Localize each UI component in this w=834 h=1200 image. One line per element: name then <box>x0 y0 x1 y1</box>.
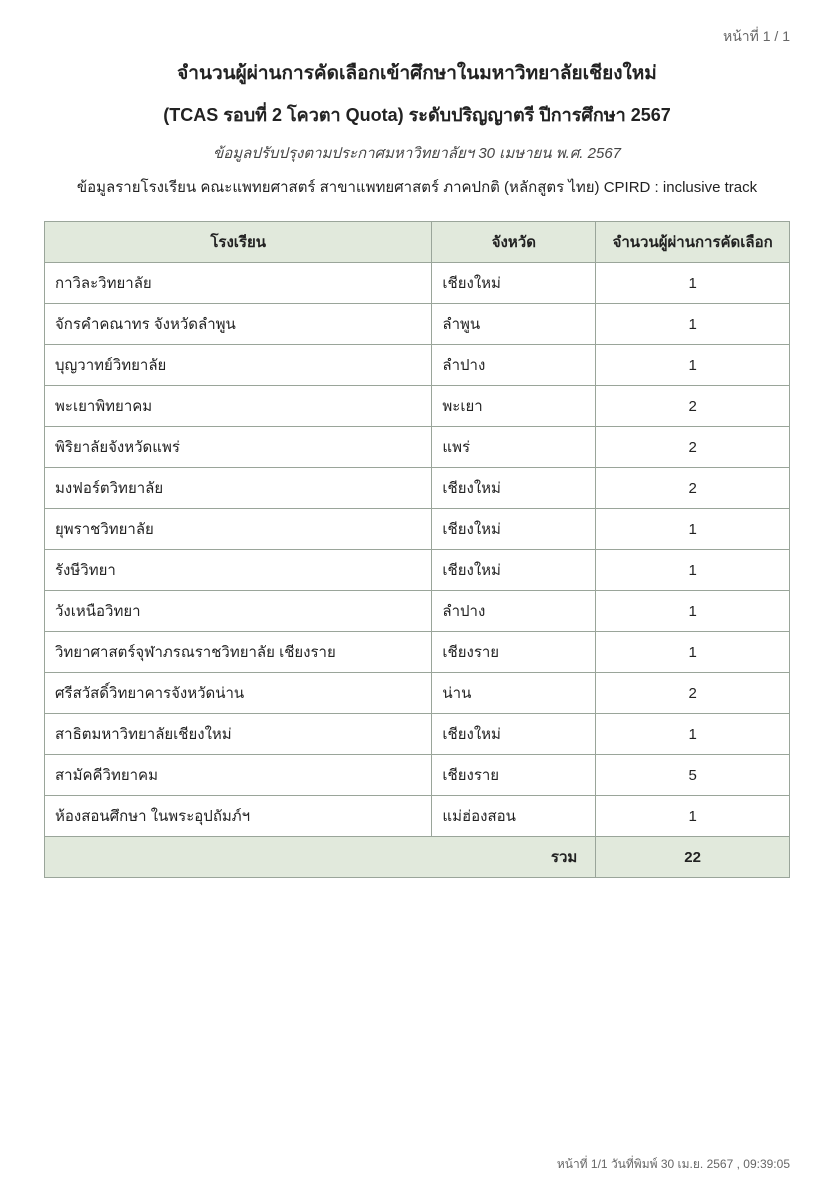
table-row: บุญวาทย์วิทยาลัยลำปาง1 <box>45 345 790 386</box>
cell-count: 1 <box>596 591 790 632</box>
table-header-row: โรงเรียน จังหวัด จำนวนผู้ผ่านการคัดเลือก <box>45 222 790 263</box>
table-row: พะเยาพิทยาคมพะเยา2 <box>45 386 790 427</box>
cell-province: เชียงใหม่ <box>432 550 596 591</box>
total-value: 22 <box>596 837 790 878</box>
cell-province: เชียงใหม่ <box>432 263 596 304</box>
cell-province: แพร่ <box>432 427 596 468</box>
data-table: โรงเรียน จังหวัด จำนวนผู้ผ่านการคัดเลือก… <box>44 221 790 878</box>
cell-count: 1 <box>596 796 790 837</box>
table-row: มงฟอร์ตวิทยาลัยเชียงใหม่2 <box>45 468 790 509</box>
table-row: วิทยาศาสตร์จุฬาภรณราชวิทยาลัย เชียงรายเช… <box>45 632 790 673</box>
cell-province: เชียงใหม่ <box>432 509 596 550</box>
page: หน้าที่ 1 / 1 จำนวนผู้ผ่านการคัดเลือกเข้… <box>0 0 834 1200</box>
table-row: วังเหนือวิทยาลำปาง1 <box>45 591 790 632</box>
cell-province: ลำปาง <box>432 591 596 632</box>
col-header-province: จังหวัด <box>432 222 596 263</box>
cell-count: 2 <box>596 386 790 427</box>
cell-count: 1 <box>596 345 790 386</box>
cell-school: ห้องสอนศึกษา ในพระอุปถัมภ์ฯ <box>45 796 432 837</box>
cell-school: วิทยาศาสตร์จุฬาภรณราชวิทยาลัย เชียงราย <box>45 632 432 673</box>
cell-count: 1 <box>596 263 790 304</box>
table-row: จักรคำคณาทร จังหวัดลำพูนลำพูน1 <box>45 304 790 345</box>
cell-count: 5 <box>596 755 790 796</box>
footer-print-info: หน้าที่ 1/1 วันที่พิมพ์ 30 เม.ย. 2567 , … <box>557 1155 790 1174</box>
title-line-2: (TCAS รอบที่ 2 โควตา Quota) ระดับปริญญาต… <box>44 100 790 129</box>
cell-school: พิริยาลัยจังหวัดแพร่ <box>45 427 432 468</box>
cell-province: ลำปาง <box>432 345 596 386</box>
cell-province: แม่ฮ่องสอน <box>432 796 596 837</box>
cell-count: 1 <box>596 550 790 591</box>
table-total-row: รวม 22 <box>45 837 790 878</box>
cell-count: 1 <box>596 714 790 755</box>
cell-count: 2 <box>596 427 790 468</box>
cell-count: 2 <box>596 468 790 509</box>
cell-school: ยุพราชวิทยาลัย <box>45 509 432 550</box>
description: ข้อมูลรายโรงเรียน คณะแพทยศาสตร์ สาขาแพทย… <box>44 175 790 199</box>
cell-province: เชียงราย <box>432 632 596 673</box>
subtitle: ข้อมูลปรับปรุงตามประกาศมหาวิทยาลัยฯ 30 เ… <box>44 141 790 165</box>
cell-school: มงฟอร์ตวิทยาลัย <box>45 468 432 509</box>
cell-school: วังเหนือวิทยา <box>45 591 432 632</box>
cell-province: ลำพูน <box>432 304 596 345</box>
page-number-top: หน้าที่ 1 / 1 <box>44 26 790 48</box>
table-row: พิริยาลัยจังหวัดแพร่แพร่2 <box>45 427 790 468</box>
table-row: ห้องสอนศึกษา ในพระอุปถัมภ์ฯแม่ฮ่องสอน1 <box>45 796 790 837</box>
cell-school: รังษีวิทยา <box>45 550 432 591</box>
cell-count: 1 <box>596 509 790 550</box>
cell-school: ศรีสวัสดิ์วิทยาคารจังหวัดน่าน <box>45 673 432 714</box>
cell-school: สามัคคีวิทยาคม <box>45 755 432 796</box>
table-row: ศรีสวัสดิ์วิทยาคารจังหวัดน่านน่าน2 <box>45 673 790 714</box>
table-row: รังษีวิทยาเชียงใหม่1 <box>45 550 790 591</box>
table-row: ยุพราชวิทยาลัยเชียงใหม่1 <box>45 509 790 550</box>
cell-school: กาวิละวิทยาลัย <box>45 263 432 304</box>
cell-count: 1 <box>596 632 790 673</box>
cell-school: พะเยาพิทยาคม <box>45 386 432 427</box>
col-header-school: โรงเรียน <box>45 222 432 263</box>
cell-count: 2 <box>596 673 790 714</box>
title-block: จำนวนผู้ผ่านการคัดเลือกเข้าศึกษาในมหาวิท… <box>44 58 790 199</box>
title-line-1: จำนวนผู้ผ่านการคัดเลือกเข้าศึกษาในมหาวิท… <box>44 58 790 88</box>
cell-province: พะเยา <box>432 386 596 427</box>
cell-province: เชียงใหม่ <box>432 714 596 755</box>
table-row: กาวิละวิทยาลัยเชียงใหม่1 <box>45 263 790 304</box>
cell-province: เชียงใหม่ <box>432 468 596 509</box>
cell-province: เชียงราย <box>432 755 596 796</box>
table-row: สามัคคีวิทยาคมเชียงราย5 <box>45 755 790 796</box>
total-label: รวม <box>45 837 596 878</box>
cell-province: น่าน <box>432 673 596 714</box>
cell-count: 1 <box>596 304 790 345</box>
cell-school: สาธิตมหาวิทยาลัยเชียงใหม่ <box>45 714 432 755</box>
cell-school: จักรคำคณาทร จังหวัดลำพูน <box>45 304 432 345</box>
cell-school: บุญวาทย์วิทยาลัย <box>45 345 432 386</box>
table-row: สาธิตมหาวิทยาลัยเชียงใหม่เชียงใหม่1 <box>45 714 790 755</box>
col-header-count: จำนวนผู้ผ่านการคัดเลือก <box>596 222 790 263</box>
